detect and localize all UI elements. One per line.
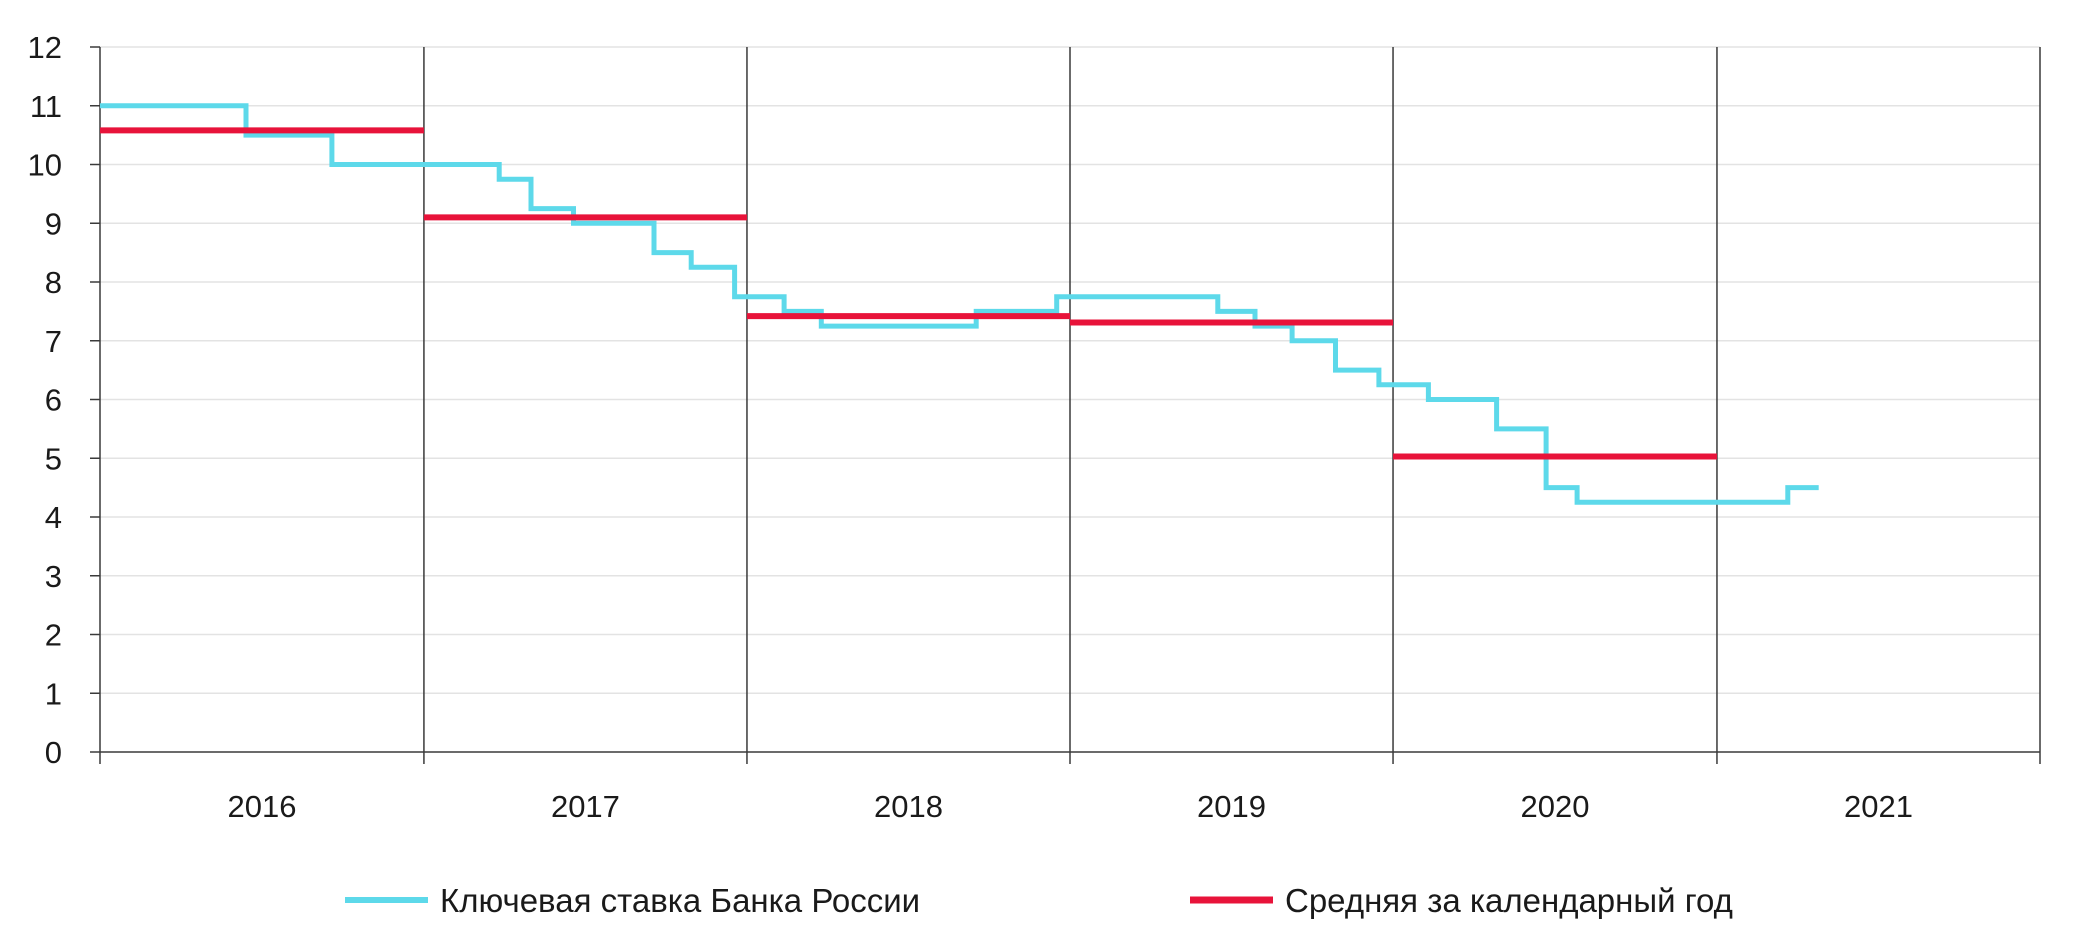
y-tick-label: 1 bbox=[45, 676, 62, 711]
x-tick-label: 2020 bbox=[1521, 789, 1590, 824]
y-tick-label: 6 bbox=[45, 383, 62, 418]
x-tick-label: 2018 bbox=[874, 789, 943, 824]
y-tick-label: 8 bbox=[45, 265, 62, 300]
y-tick-label: 12 bbox=[28, 30, 62, 65]
y-tick-label: 3 bbox=[45, 559, 62, 594]
series bbox=[100, 103, 1819, 505]
y-tick-label: 11 bbox=[30, 89, 62, 124]
x-tick-label: 2017 bbox=[551, 789, 620, 824]
y-tick-label: 2 bbox=[45, 618, 62, 653]
y-tick-label: 9 bbox=[45, 206, 62, 241]
x-tick-label: 2019 bbox=[1197, 789, 1266, 824]
axes bbox=[90, 46, 2041, 764]
y-tick-label: 10 bbox=[28, 148, 62, 183]
y-tick-label: 7 bbox=[45, 324, 62, 359]
legend-item-average-label: Средняя за календарный год bbox=[1285, 882, 1733, 919]
legend: Ключевая ставка Банка России Средняя за к… bbox=[345, 882, 1733, 919]
x-tick-labels: 2016 2017 2018 2019 2020 2021 bbox=[227, 789, 1912, 824]
series-key-rate-line bbox=[100, 103, 1819, 505]
y-tick-label: 5 bbox=[45, 441, 62, 476]
y-tick-label: 4 bbox=[45, 500, 62, 535]
x-tick-label: 2021 bbox=[1844, 789, 1913, 824]
y-tick-label: 0 bbox=[45, 735, 62, 770]
x-tick-label: 2016 bbox=[227, 789, 296, 824]
year-separators bbox=[423, 47, 1718, 752]
legend-item-key-rate-label: Ключевая ставка Банка России bbox=[440, 882, 920, 919]
